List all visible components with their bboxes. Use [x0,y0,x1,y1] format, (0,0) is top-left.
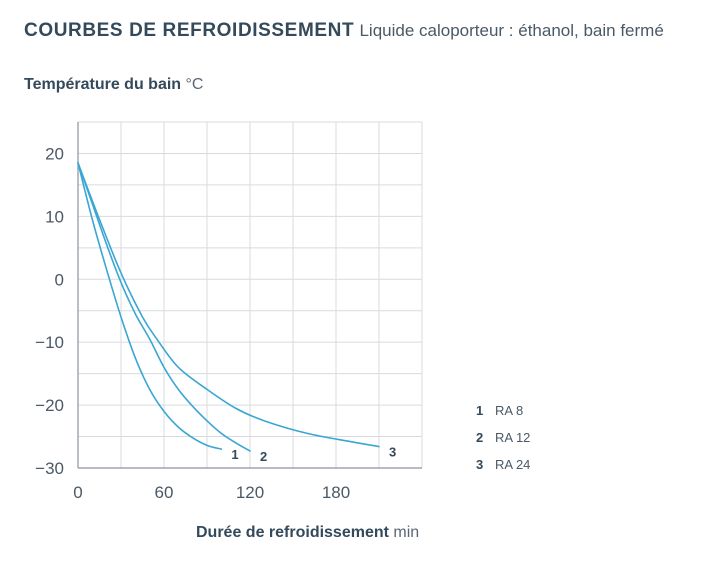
x-axis-title: Durée de refroidissement [196,524,389,541]
y-tick-label: 0 [55,270,64,289]
legend-number-1: 1 [476,403,483,418]
chart-title: COURBES DE REFROIDISSEMENT [24,20,355,41]
grid [77,121,423,469]
y-axis-title: Température du bain [24,76,182,93]
series-end-label-2: 2 [260,449,267,464]
y-tick-label: −20 [35,396,64,415]
x-tick-label: 120 [236,483,264,502]
legend-number-3: 3 [476,457,483,472]
x-tick-label: 60 [155,483,174,502]
y-axis-label: Température du bain °C [24,76,203,94]
series-line-2 [77,162,251,452]
x-tick-label: 0 [73,483,82,502]
legend-label-3: RA 24 [495,457,530,472]
y-tick-label: 20 [45,144,64,163]
series-end-label-1: 1 [231,447,238,462]
series-end-label-3: 3 [389,445,396,460]
x-axis-label: Durée de refroidissement min [196,524,419,542]
y-axis-unit: °C [185,76,204,93]
y-tick-labels: 20 10 0 −10 −20 −30 [35,144,64,478]
series-end-labels: 1 2 3 [231,445,396,464]
chart-subtitle: Liquide caloporteur : éthanol, bain ferm… [359,21,664,40]
x-tick-label: 180 [322,483,350,502]
y-tick-label: −10 [35,333,64,352]
y-tick-label: −30 [35,459,64,478]
x-axis-unit: min [393,524,420,541]
legend-label-2: RA 12 [495,430,530,445]
series-line-3 [77,162,380,448]
legend-number-2: 2 [476,430,483,445]
chart-title-row: COURBES DE REFROIDISSEMENT Liquide calop… [24,20,664,42]
x-tick-labels: 0 60 120 180 [73,483,350,502]
legend-label-1: RA 8 [495,403,523,418]
legend: 1 RA 8 2 RA 12 3 RA 24 [476,403,530,472]
y-tick-label: 10 [45,207,64,226]
series-line-1 [77,162,223,450]
series-lines [77,162,380,452]
